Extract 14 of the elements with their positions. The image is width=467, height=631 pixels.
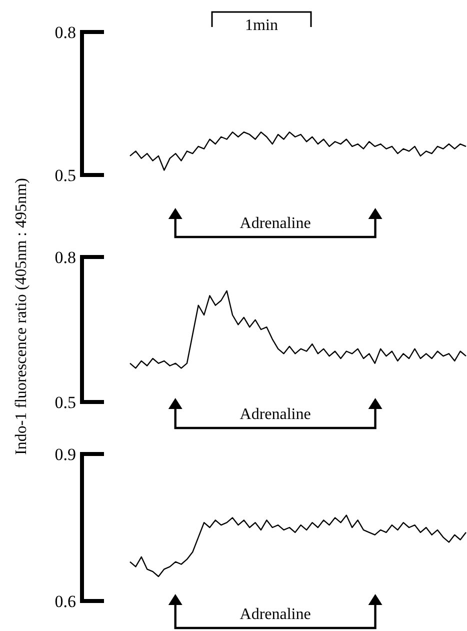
y-tick-label: 0.9: [54, 444, 76, 464]
y-tick-label: 0.5: [54, 392, 76, 412]
line-series: [129, 514, 467, 578]
y-tick-label: 0.6: [54, 592, 76, 611]
line-series: [129, 290, 467, 369]
text: Adrenaline: [240, 406, 311, 423]
text: Adrenaline: [240, 606, 311, 623]
y-tick-label: 0.8: [54, 248, 76, 267]
y-tick-label: 0.5: [54, 166, 76, 185]
text: Adrenaline: [240, 215, 311, 232]
y-axis-title: Indo-1 fluorescence ratio (405nm : 495nm): [13, 178, 30, 455]
annotation: 1min: [245, 17, 278, 34]
y-tick-label: 0.8: [54, 22, 76, 42]
line-series: [129, 132, 467, 171]
